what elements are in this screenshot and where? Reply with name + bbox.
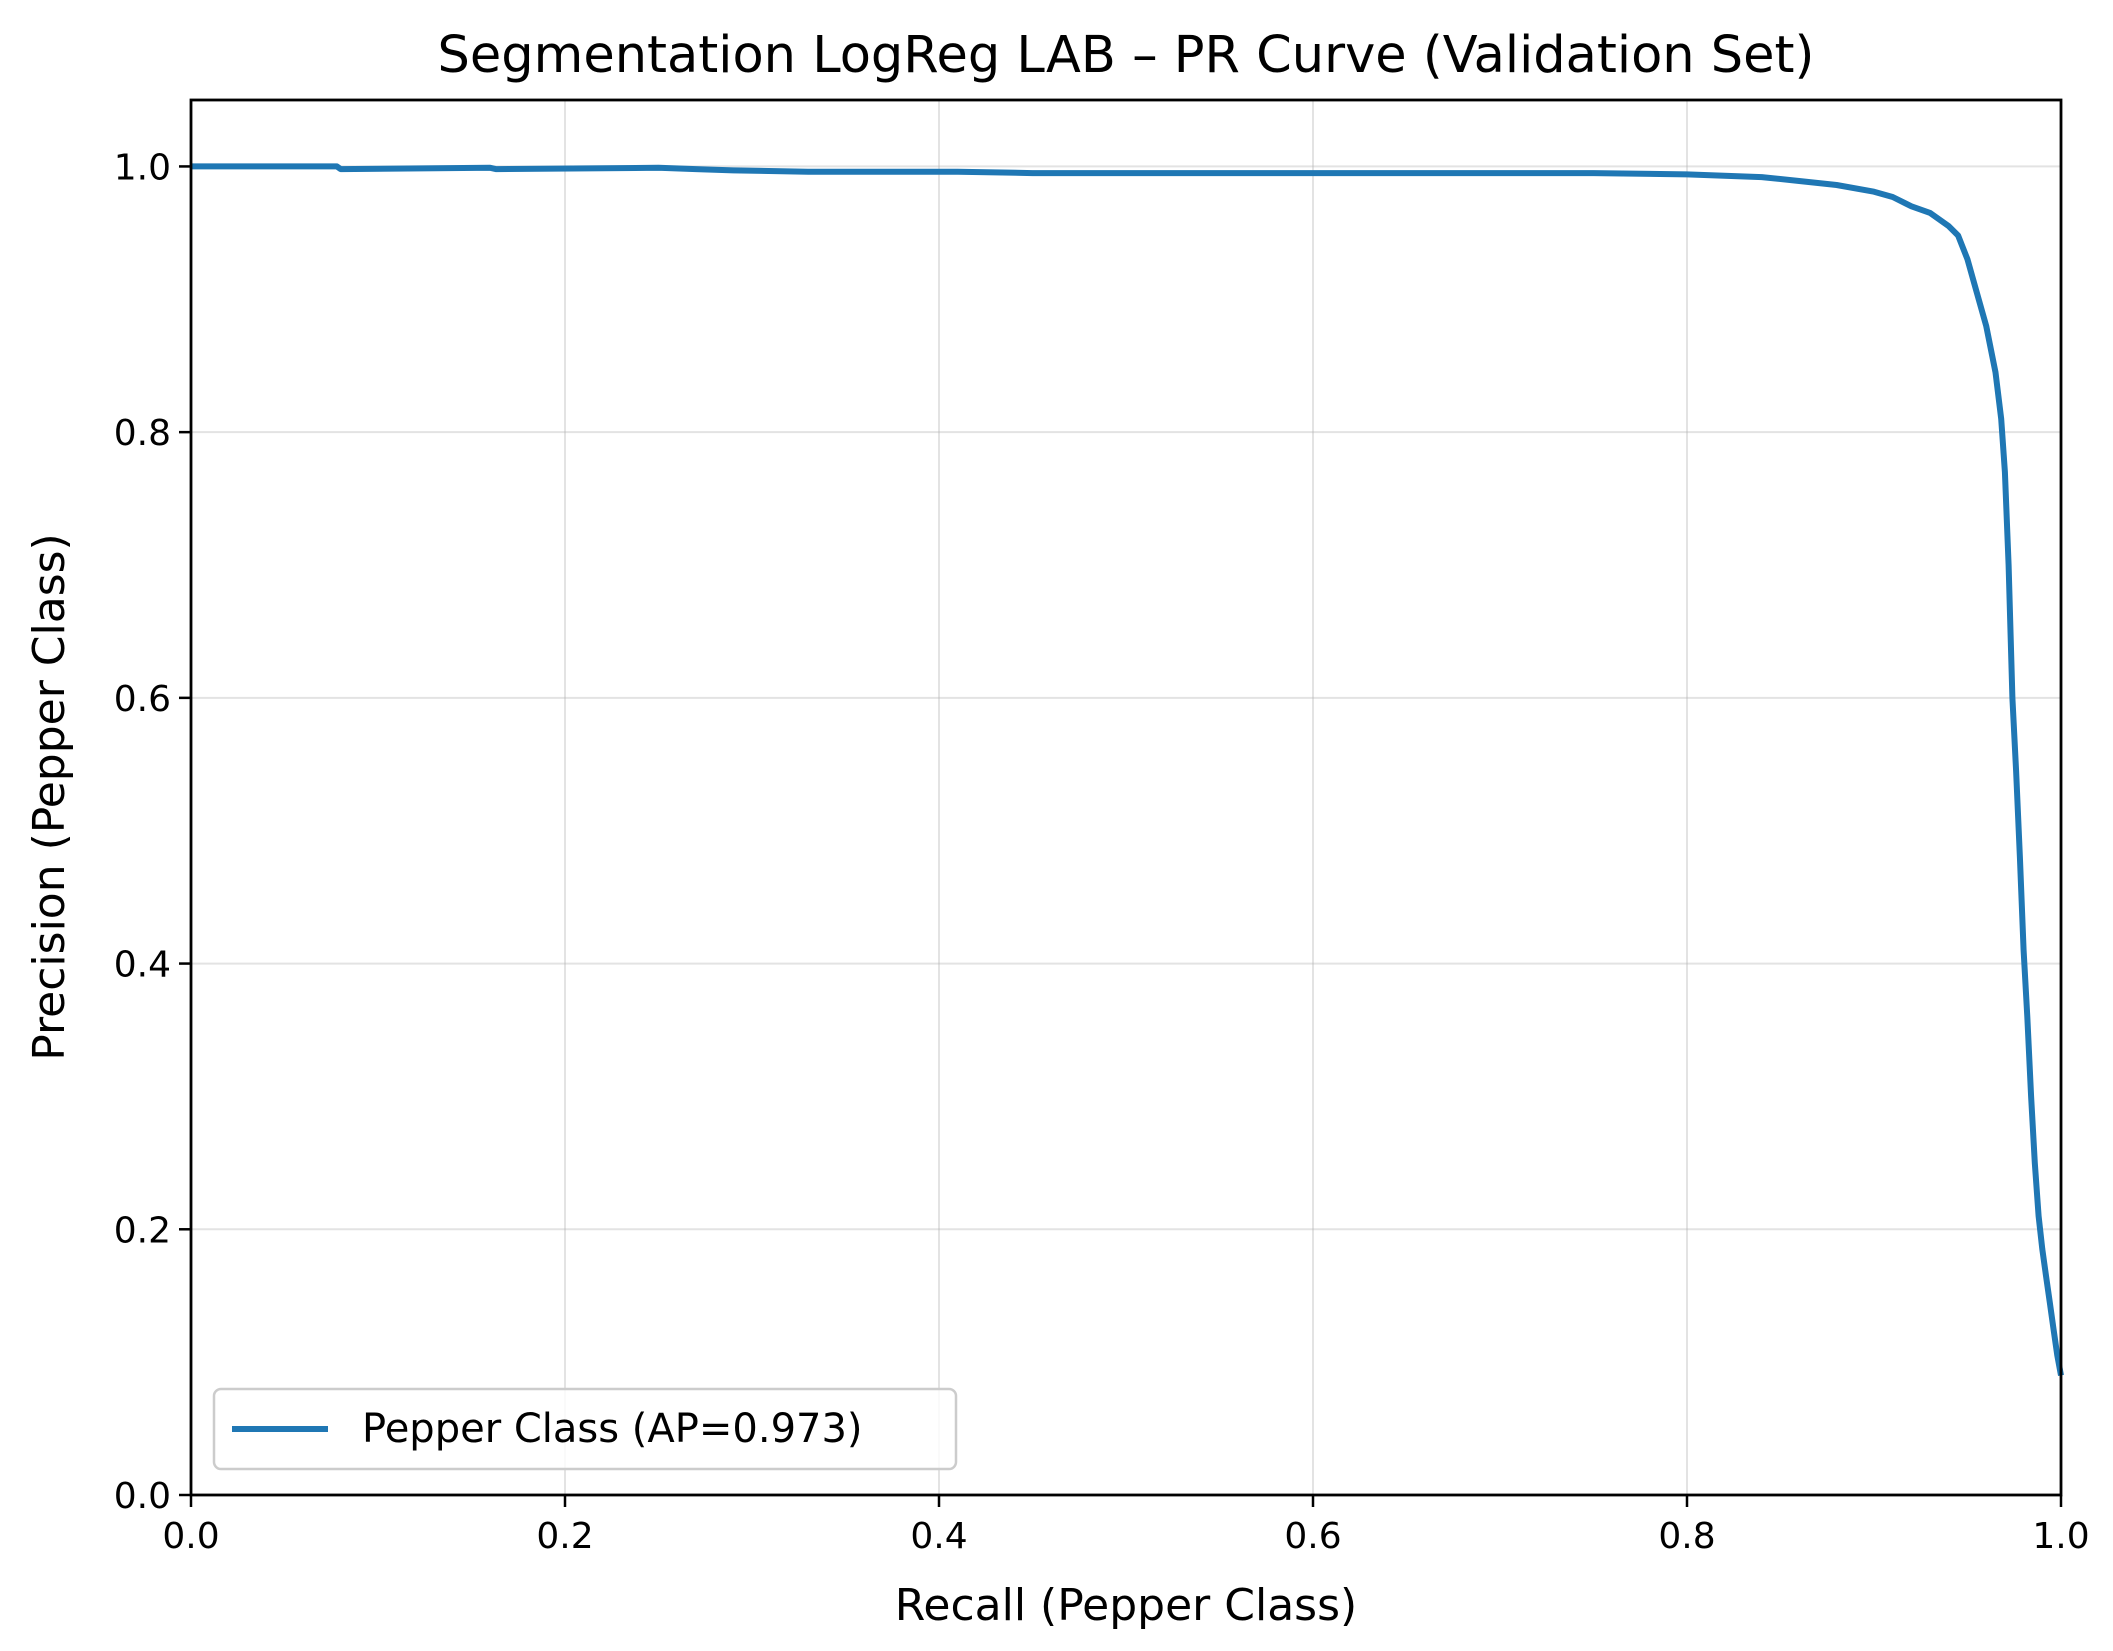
x-tick-label: 0.6 [1284,1516,1341,1557]
y-tick-label: 0.2 [114,1210,171,1251]
x-tick-label: 0.2 [536,1516,593,1557]
y-tick-label: 1.0 [114,147,171,188]
x-tick-label: 0.8 [1658,1516,1715,1557]
grid-lines [190,100,2062,1496]
legend: Pepper Class (AP=0.973) [212,1387,958,1471]
chart-title: Segmentation LogReg LAB – PR Curve (Vali… [438,26,1815,85]
x-axis-label: Recall (Pepper Class) [895,1580,1357,1631]
x-tick-label: 0.4 [910,1516,967,1557]
y-tick-label: 0.6 [114,679,171,720]
y-tick-label: 0.0 [114,1476,171,1517]
x-tick-label: 0.0 [162,1516,219,1557]
legend-label: Pepper Class (AP=0.973) [362,1406,863,1452]
y-tick-label: 0.8 [114,413,171,454]
series-layer [191,163,2064,1376]
y-tick-label: 0.4 [114,945,171,986]
series-line [191,163,2064,1376]
x-axis-ticks: 0.0 0.2 0.4 0.6 0.8 1.0 [162,1495,2090,1557]
y-axis-ticks: 0.0 0.2 0.4 0.6 0.8 1.0 [114,147,191,1517]
legend-box [212,1387,958,1471]
plot-frame [189,98,2063,1497]
x-tick-label: 1.0 [2032,1516,2089,1557]
y-axis-label: Precision (Pepper Class) [24,533,75,1060]
